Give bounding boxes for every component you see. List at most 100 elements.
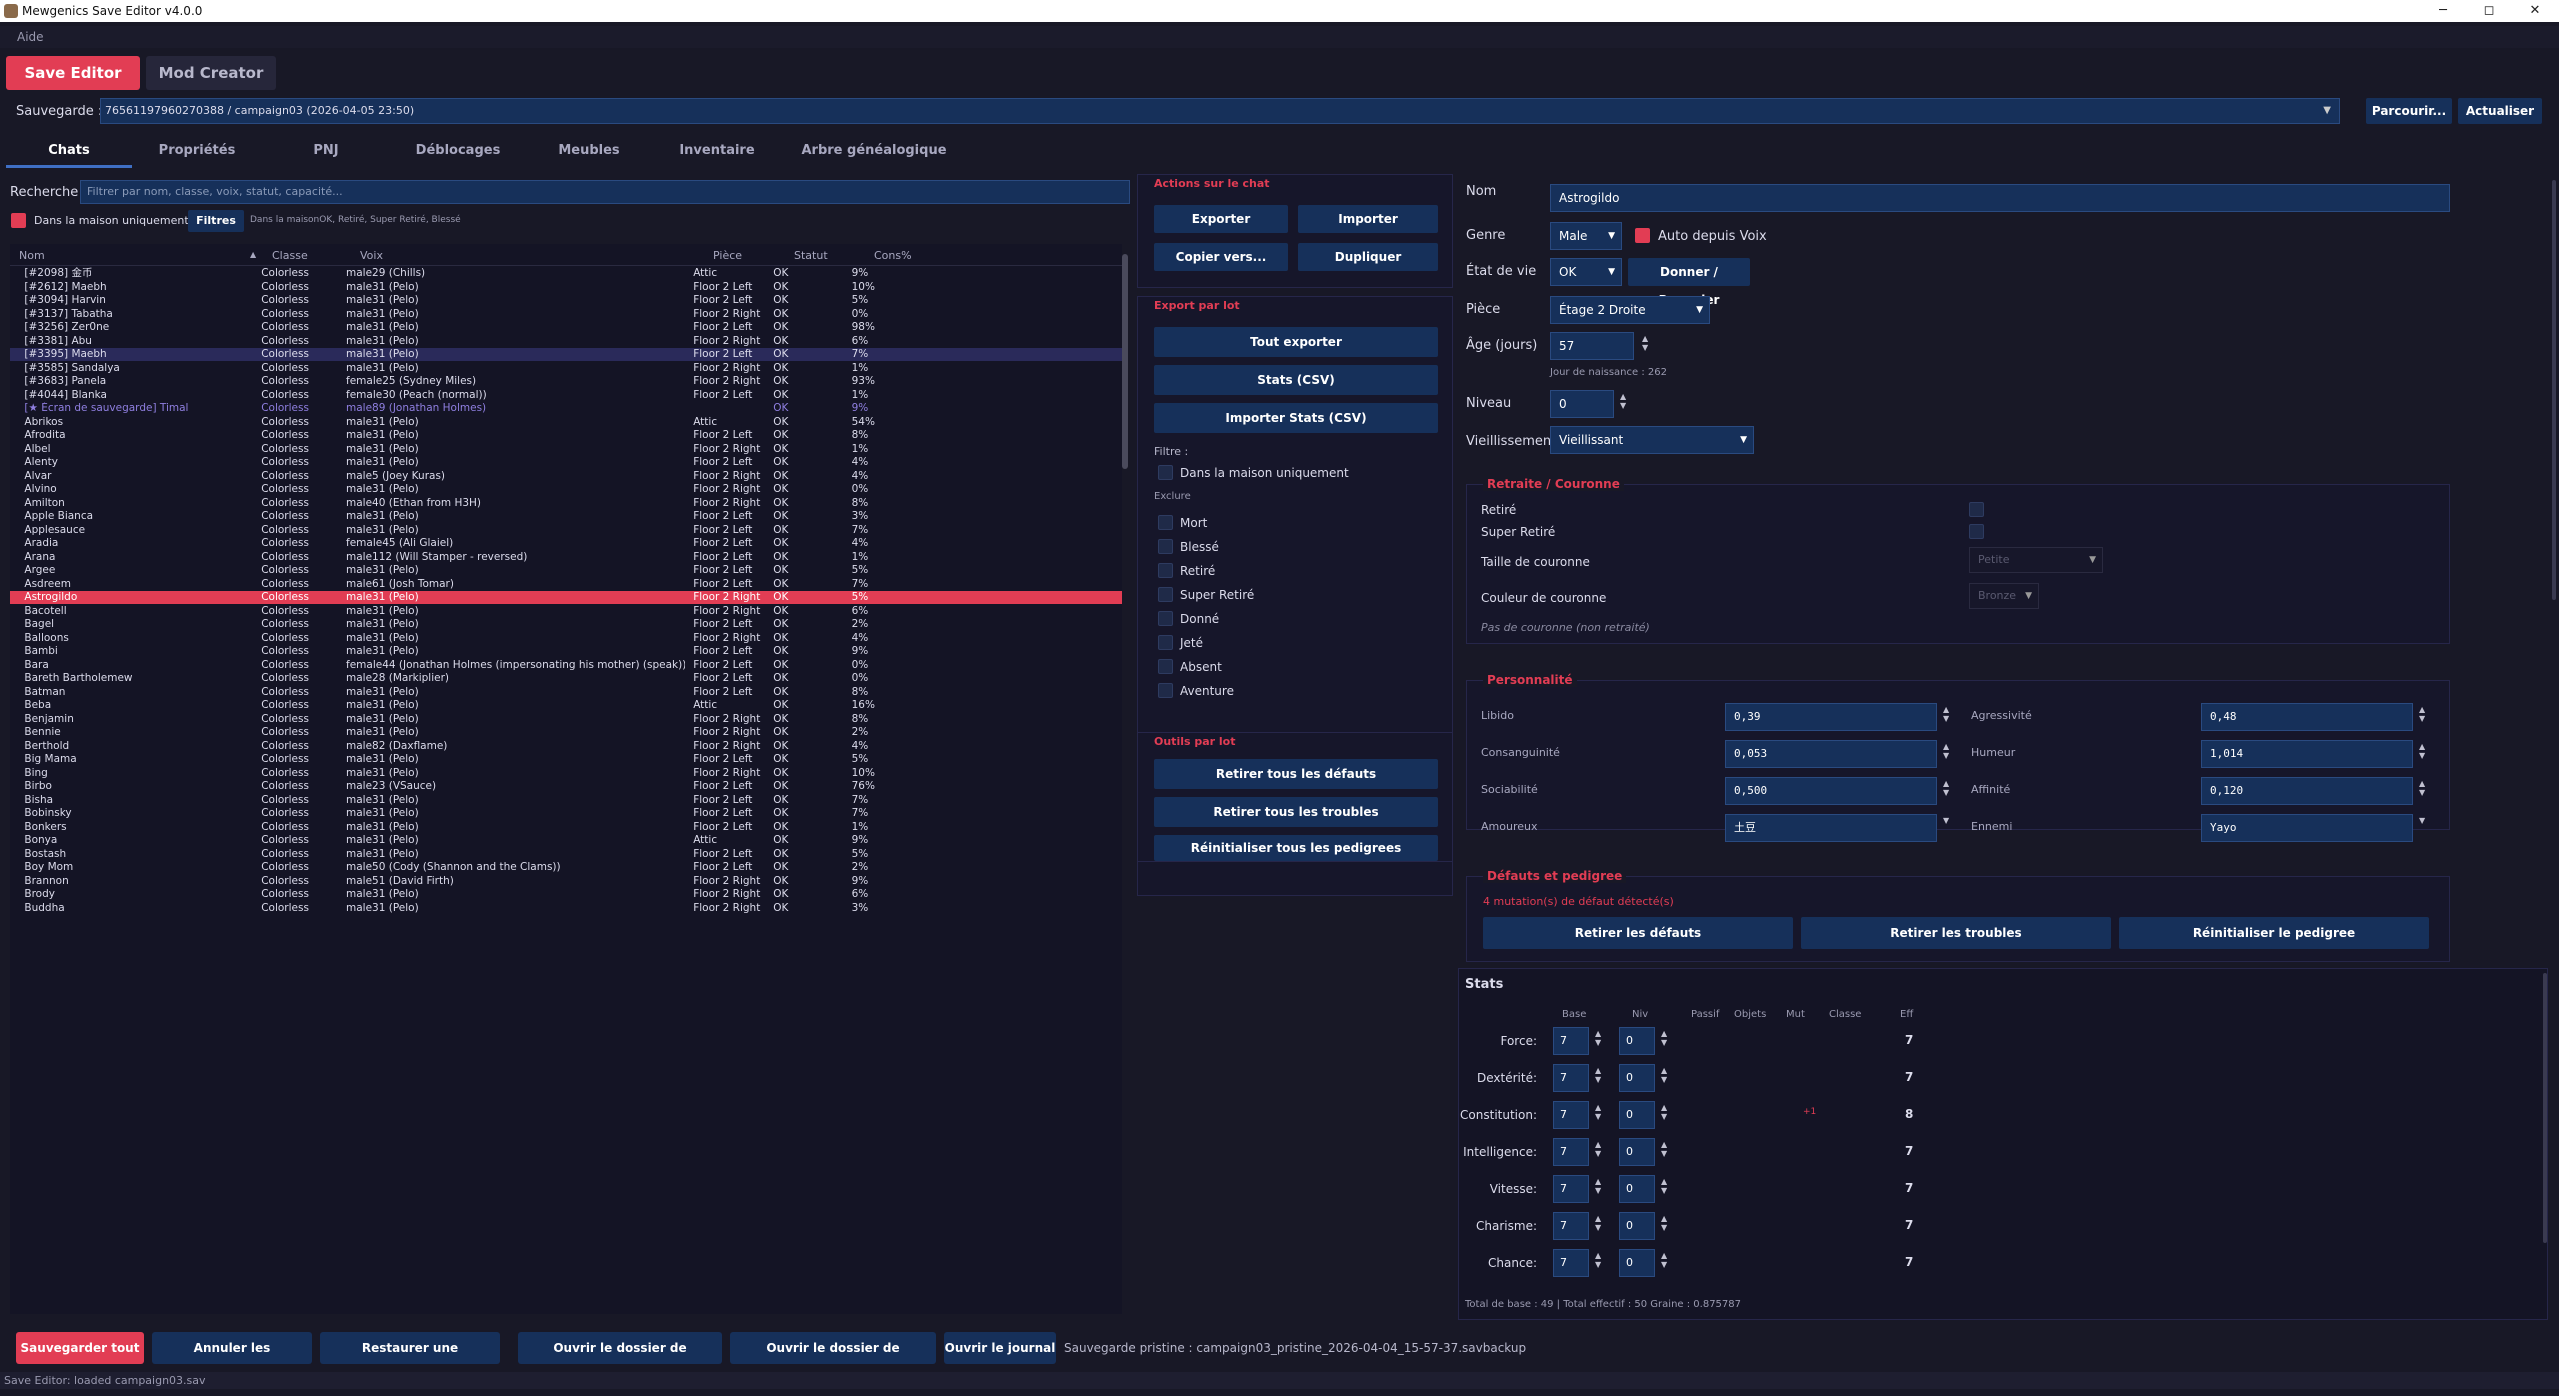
level-spinner-icon[interactable]: ▲ ▼: [1620, 392, 1627, 410]
reset-all-pedigrees-button[interactable]: Réinitialiser tous les pedigrees: [1154, 835, 1438, 861]
stat-base-spinner-icon[interactable]: ▲ ▼: [1595, 1214, 1602, 1232]
personality-spinner-icon[interactable]: ▲ ▼: [2419, 742, 2426, 760]
stat-niv-spinner-icon[interactable]: ▲ ▼: [1661, 1140, 1668, 1158]
stat-niv-spinner-icon[interactable]: ▲ ▼: [1661, 1029, 1668, 1047]
table-row[interactable]: Buddha Colorless male31 (Pelo) Floor 2 Righ…: [10, 902, 1122, 915]
table-row[interactable]: Brannon Colorless male51 (David Firth) Floo…: [10, 875, 1122, 888]
exclude-checkbox[interactable]: [1158, 515, 1173, 530]
tab-arbre-genealogique[interactable]: Arbre généalogique: [801, 143, 947, 158]
import-stats-button[interactable]: Importer Stats (CSV): [1154, 403, 1438, 433]
remove-defects-button[interactable]: Retirer les défauts: [1483, 917, 1793, 949]
exclude-checkbox[interactable]: [1158, 563, 1173, 578]
remove-all-troubles-button[interactable]: Retirer tous les troubles: [1154, 797, 1438, 827]
aging-select[interactable]: Vieillissant ▼: [1550, 426, 1754, 454]
table-row[interactable]: Beba Colorless male31 (Pelo) Attic OK 16%: [10, 699, 1122, 712]
tab-mod-creator[interactable]: Mod Creator: [146, 56, 276, 90]
stat-base-spinner-icon[interactable]: ▲ ▼: [1595, 1177, 1602, 1195]
personality-input[interactable]: 0,39: [1725, 703, 1937, 731]
col-header-nom[interactable]: Nom: [19, 249, 45, 262]
stat-niv-input[interactable]: 0: [1619, 1249, 1655, 1277]
col-header-piece[interactable]: Pièce: [713, 249, 743, 262]
export-all-button[interactable]: Tout exporter: [1154, 327, 1438, 357]
table-row[interactable]: Bagel Colorless male31 (Pelo) Floor 2 Left O…: [10, 618, 1122, 631]
stat-niv-input[interactable]: 0: [1619, 1064, 1655, 1092]
stat-base-input[interactable]: 7: [1553, 1175, 1589, 1203]
import-button[interactable]: Importer: [1298, 205, 1438, 233]
table-row[interactable]: Bareth Bartholemew Colorless male28 (Marki…: [10, 672, 1122, 685]
export-button[interactable]: Exporter: [1154, 205, 1288, 233]
stat-base-spinner-icon[interactable]: ▲ ▼: [1595, 1140, 1602, 1158]
stat-base-input[interactable]: 7: [1553, 1101, 1589, 1129]
table-row[interactable]: Bonkers Colorless male31 (Pelo) Floor 2 Lef…: [10, 821, 1122, 834]
crown-size-select[interactable]: Petite ▼: [1969, 547, 2103, 573]
menu-help[interactable]: Aide: [17, 30, 44, 44]
table-row[interactable]: Alenty Colorless male31 (Pelo) Floor 2 Left…: [10, 456, 1122, 469]
table-row[interactable]: Bobinsky Colorless male31 (Pelo) Floor 2 Le…: [10, 807, 1122, 820]
room-select[interactable]: Étage 2 Droite ▼: [1550, 296, 1710, 324]
table-row[interactable]: Big Mama Colorless male31 (Pelo) Floor 2 Le…: [10, 753, 1122, 766]
table-scrollbar[interactable]: [1122, 254, 1128, 469]
remove-troubles-button[interactable]: Retirer les troubles: [1801, 917, 2111, 949]
house-only-checkbox[interactable]: [11, 213, 26, 228]
table-row[interactable]: Benjamin Colorless male31 (Pelo) Floor 2 Ri…: [10, 713, 1122, 726]
stat-niv-input[interactable]: 0: [1619, 1101, 1655, 1129]
exclude-checkbox[interactable]: [1158, 659, 1173, 674]
table-row[interactable]: Asdreem Colorless male61 (Josh Tomar) Floor…: [10, 578, 1122, 591]
stat-base-input[interactable]: 7: [1553, 1138, 1589, 1166]
level-input[interactable]: 0: [1550, 390, 1614, 418]
stat-base-spinner-icon[interactable]: ▲ ▼: [1595, 1251, 1602, 1269]
stat-niv-input[interactable]: 0: [1619, 1138, 1655, 1166]
retired-checkbox[interactable]: [1969, 502, 1984, 517]
age-input[interactable]: 57: [1550, 332, 1634, 360]
stat-niv-spinner-icon[interactable]: ▲ ▼: [1661, 1177, 1668, 1195]
personality-input[interactable]: 0,500: [1725, 777, 1937, 805]
remove-all-defects-button[interactable]: Retirer tous les défauts: [1154, 759, 1438, 789]
save-all-button[interactable]: Sauvegarder tout: [16, 1332, 144, 1364]
restore-backup-button[interactable]: Restaurer une sauvegarde...: [320, 1332, 500, 1387]
personality-spinner-icon[interactable]: ▲ ▼: [2419, 779, 2426, 797]
exclude-checkbox[interactable]: [1158, 539, 1173, 554]
table-row[interactable]: [#3094] Harvin Colorless male31 (Pelo) Floo…: [10, 294, 1122, 307]
stat-base-input[interactable]: 7: [1553, 1027, 1589, 1055]
maximize-icon[interactable]: ◻: [2483, 3, 2495, 18]
personality-spinner-icon[interactable]: ▼: [1943, 816, 1950, 825]
table-row[interactable]: [#3381] Abu Colorless male31 (Pelo) Floor 2…: [10, 335, 1122, 348]
refresh-button[interactable]: Actualiser: [2458, 98, 2542, 124]
table-row[interactable]: Bacotell Colorless male31 (Pelo) Floor 2 Ri…: [10, 605, 1122, 618]
table-row[interactable]: Alvar Colorless male5 (Joey Kuras) Floor 2 …: [10, 470, 1122, 483]
table-row[interactable]: Astrogildo Colorless male31 (Pelo) Floor 2 …: [10, 591, 1122, 604]
stat-base-spinner-icon[interactable]: ▲ ▼: [1595, 1066, 1602, 1084]
stats-scrollbar[interactable]: [2543, 973, 2547, 1243]
super-retired-checkbox[interactable]: [1969, 524, 1984, 539]
copy-to-button[interactable]: Copier vers...: [1154, 243, 1288, 271]
save-combo[interactable]: 76561197960270388 / campaign03 (2026-04-…: [100, 98, 2340, 124]
table-row[interactable]: Bonya Colorless male31 (Pelo) Attic OK 9%: [10, 834, 1122, 847]
table-row[interactable]: [★ Écran de sauvegarde] Timal Colorless ma…: [10, 402, 1122, 415]
exclude-checkbox[interactable]: [1158, 587, 1173, 602]
crown-color-select[interactable]: Bronze ▼: [1969, 583, 2039, 609]
table-row[interactable]: Amilton Colorless male40 (Ethan from H3H) F…: [10, 497, 1122, 510]
stat-niv-input[interactable]: 0: [1619, 1212, 1655, 1240]
table-row[interactable]: Brody Colorless male31 (Pelo) Floor 2 Right…: [10, 888, 1122, 901]
table-row[interactable]: Bennie Colorless male31 (Pelo) Floor 2 Righ…: [10, 726, 1122, 739]
browse-button[interactable]: Parcourir...: [2366, 98, 2452, 124]
details-scrollbar[interactable]: [2552, 180, 2556, 600]
stat-niv-input[interactable]: 0: [1619, 1027, 1655, 1055]
personality-input[interactable]: 0,053: [1725, 740, 1937, 768]
stat-niv-spinner-icon[interactable]: ▲ ▼: [1661, 1103, 1668, 1121]
stats-csv-button[interactable]: Stats (CSV): [1154, 365, 1438, 395]
table-row[interactable]: Aradia Colorless female45 (Ali Glaiel) Floo…: [10, 537, 1122, 550]
table-row[interactable]: Arana Colorless male112 (Will Stamper - re…: [10, 551, 1122, 564]
open-log-button[interactable]: Ouvrir le journal: [944, 1332, 1056, 1364]
personality-input[interactable]: 0,48: [2201, 703, 2413, 731]
table-row[interactable]: Bara Colorless female44 (Jonathan Holmes (…: [10, 659, 1122, 672]
table-row[interactable]: Abrikos Colorless male31 (Pelo) Attic OK 54%: [10, 416, 1122, 429]
life-select[interactable]: OK ▼: [1550, 258, 1622, 286]
table-row[interactable]: Argee Colorless male31 (Pelo) Floor 2 Left O…: [10, 564, 1122, 577]
exclude-checkbox[interactable]: [1158, 683, 1173, 698]
table-row[interactable]: Applesauce Colorless male31 (Pelo) Floor 2 …: [10, 524, 1122, 537]
col-header-cons[interactable]: Cons%: [874, 249, 912, 262]
gender-select[interactable]: Male ▼: [1550, 222, 1622, 250]
minimize-icon[interactable]: ─: [2439, 3, 2447, 18]
stat-niv-input[interactable]: 0: [1619, 1175, 1655, 1203]
